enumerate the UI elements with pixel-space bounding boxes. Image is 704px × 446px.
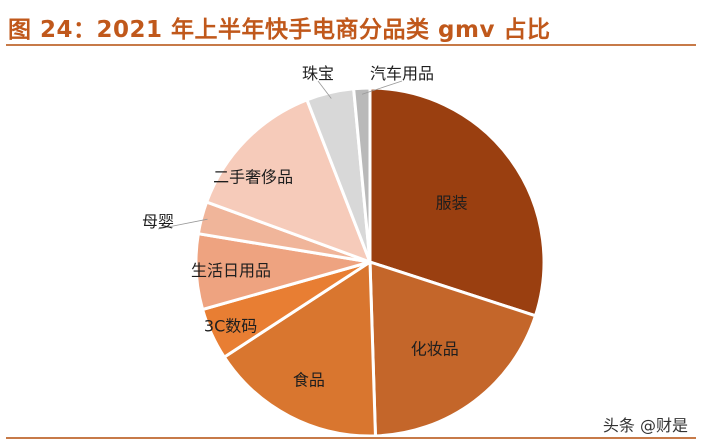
leader-line-5: [157, 218, 208, 230]
slice-label-8: 汽车用品: [370, 64, 434, 83]
slice-label-2: 食品: [293, 370, 325, 389]
chart-title: 图 24：2021 年上半年快手电商分品类 gmv 占比: [8, 17, 551, 43]
slice-label-7: 珠宝: [302, 64, 334, 83]
slice-label-1: 化妆品: [411, 339, 459, 358]
slice-label-5: 母婴: [142, 212, 174, 231]
pie-slice-2: [222, 259, 378, 438]
title-divider: [6, 44, 696, 46]
watermark-text: 头条 @财是: [602, 416, 688, 435]
footer-divider: [6, 437, 696, 439]
pie-slice-1: [368, 259, 538, 438]
leader-lines: [157, 80, 403, 230]
leader-line-7: [317, 80, 332, 99]
pie-slices: [194, 86, 546, 438]
slice-label-3: 3C数码: [204, 316, 257, 335]
pie-slice-8: [351, 86, 372, 263]
slice-label-4: 生活日用品: [191, 261, 271, 280]
slice-label-6: 二手奢侈品: [213, 168, 293, 187]
leader-line-8: [361, 80, 403, 95]
slice-label-0: 服装: [436, 194, 468, 213]
pie-slice-0: [368, 86, 546, 318]
pie-slice-6: [204, 97, 373, 265]
